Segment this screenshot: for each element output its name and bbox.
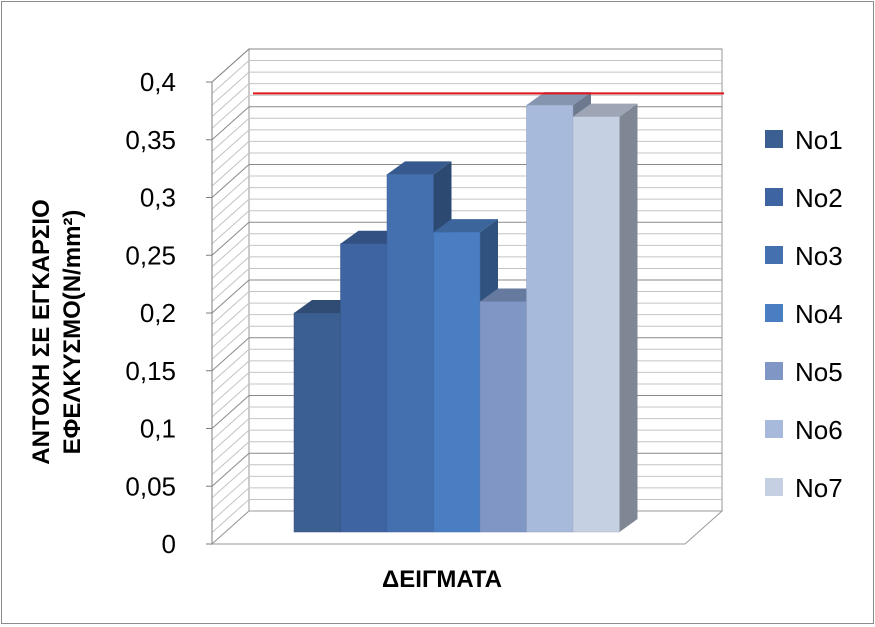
gridline-side xyxy=(211,383,250,418)
bar-front-face xyxy=(386,174,434,533)
legend-label: No7 xyxy=(795,473,843,503)
bar-front-face xyxy=(340,243,388,533)
gridline-side xyxy=(211,372,250,406)
legend-label: No1 xyxy=(795,125,843,155)
gridline-side xyxy=(211,302,250,337)
gridline-side xyxy=(211,129,250,164)
legend-swatch xyxy=(765,362,783,380)
legend-label: No3 xyxy=(795,241,843,271)
y-axis-title-line1: ΑΝΤΟΧΗ ΣΕ ΕΓΚΑΡΣΙΟ xyxy=(28,199,55,465)
gridline-side xyxy=(211,152,250,187)
bar-front-face xyxy=(572,116,620,533)
gridline-side xyxy=(211,106,250,141)
legend-item-no1: No1 xyxy=(765,125,843,155)
legend-item-no2: No2 xyxy=(765,183,843,213)
bar-side-face xyxy=(619,103,638,533)
legend-item-no5: No5 xyxy=(765,357,843,387)
gridline-side xyxy=(211,60,250,94)
gridline-side xyxy=(211,233,250,268)
bar-front-face xyxy=(526,104,574,533)
gridline-side xyxy=(211,256,250,291)
legend-label: No4 xyxy=(795,299,843,329)
gridline-side xyxy=(211,475,250,510)
bar-no7 xyxy=(572,103,638,533)
gridline-side xyxy=(211,210,250,245)
bar-top-face xyxy=(526,92,591,106)
y-tick-label: 0 xyxy=(162,529,176,559)
gridline-side xyxy=(211,268,250,302)
gridline-side xyxy=(211,187,250,221)
y-axis-ticks: 0 0,05 0,1 0,15 0,2 0,25 0,3 0,35 0,4 xyxy=(125,67,213,559)
gridline-side xyxy=(211,429,250,464)
legend-item-no6: No6 xyxy=(765,415,843,445)
legend-swatch xyxy=(765,188,783,206)
y-tick-label: 0,1 xyxy=(140,414,176,444)
legend-label: No6 xyxy=(795,415,843,445)
legend-swatch xyxy=(765,130,783,148)
bar-top-face xyxy=(387,161,452,175)
gridline-side xyxy=(211,348,250,383)
legend: No1 No2 No3 No4 No5 No6 No7 xyxy=(765,125,843,503)
gridline-side xyxy=(211,279,250,314)
bar-front-face xyxy=(479,301,527,533)
y-tick-label: 0,25 xyxy=(125,240,176,270)
gridline-side xyxy=(211,71,250,106)
y-tick-label: 0,4 xyxy=(140,67,176,97)
gridline-side xyxy=(211,441,250,476)
gridline-side xyxy=(211,94,250,129)
gridline-side xyxy=(211,452,250,487)
gridline-side xyxy=(211,244,250,279)
y-tick-label: 0,3 xyxy=(140,183,176,213)
bars xyxy=(293,92,638,533)
gridline-side xyxy=(211,83,250,118)
bar-top-face xyxy=(573,103,638,117)
y-tick-label: 0,15 xyxy=(125,356,176,386)
gridline-side xyxy=(211,406,250,441)
gridline-side xyxy=(211,325,250,360)
y-axis-title-line2: ΕΦΕΛΚΥΣΜΟ(N/mm²) xyxy=(59,210,86,455)
gridline-side xyxy=(211,464,250,499)
legend-label: No2 xyxy=(795,183,843,213)
bar-top-face xyxy=(433,219,498,233)
legend-swatch xyxy=(765,478,783,496)
gridline-side xyxy=(211,499,250,533)
legend-swatch xyxy=(765,246,783,264)
gridline-side xyxy=(211,117,250,152)
gridline-side xyxy=(211,314,250,349)
y-tick-label: 0,2 xyxy=(140,298,176,328)
legend-item-no7: No7 xyxy=(765,473,843,503)
legend-item-no3: No3 xyxy=(765,241,843,271)
bar-front-face xyxy=(293,312,341,533)
y-tick-label: 0,05 xyxy=(125,471,176,501)
gridline-side xyxy=(211,221,250,256)
gridline-side xyxy=(211,337,250,372)
x-axis-title: ΔΕΙΓΜΑΤΑ xyxy=(382,566,502,593)
legend-swatch xyxy=(765,420,783,438)
gridline-side xyxy=(211,164,250,198)
gridline-side xyxy=(211,175,250,210)
gridline-side xyxy=(211,487,250,522)
gridline-side xyxy=(211,291,250,325)
legend-label: No5 xyxy=(795,357,843,387)
bar-front-face xyxy=(433,231,481,533)
legend-swatch xyxy=(765,304,783,322)
gridline-side xyxy=(211,360,250,395)
gridline-side xyxy=(211,418,250,452)
gridline-side xyxy=(211,48,250,83)
y-tick-label: 0,35 xyxy=(125,125,176,155)
gridline-side xyxy=(211,141,250,175)
legend-item-no4: No4 xyxy=(765,299,843,329)
gridline-side xyxy=(211,198,250,233)
gridline-side xyxy=(211,395,250,429)
